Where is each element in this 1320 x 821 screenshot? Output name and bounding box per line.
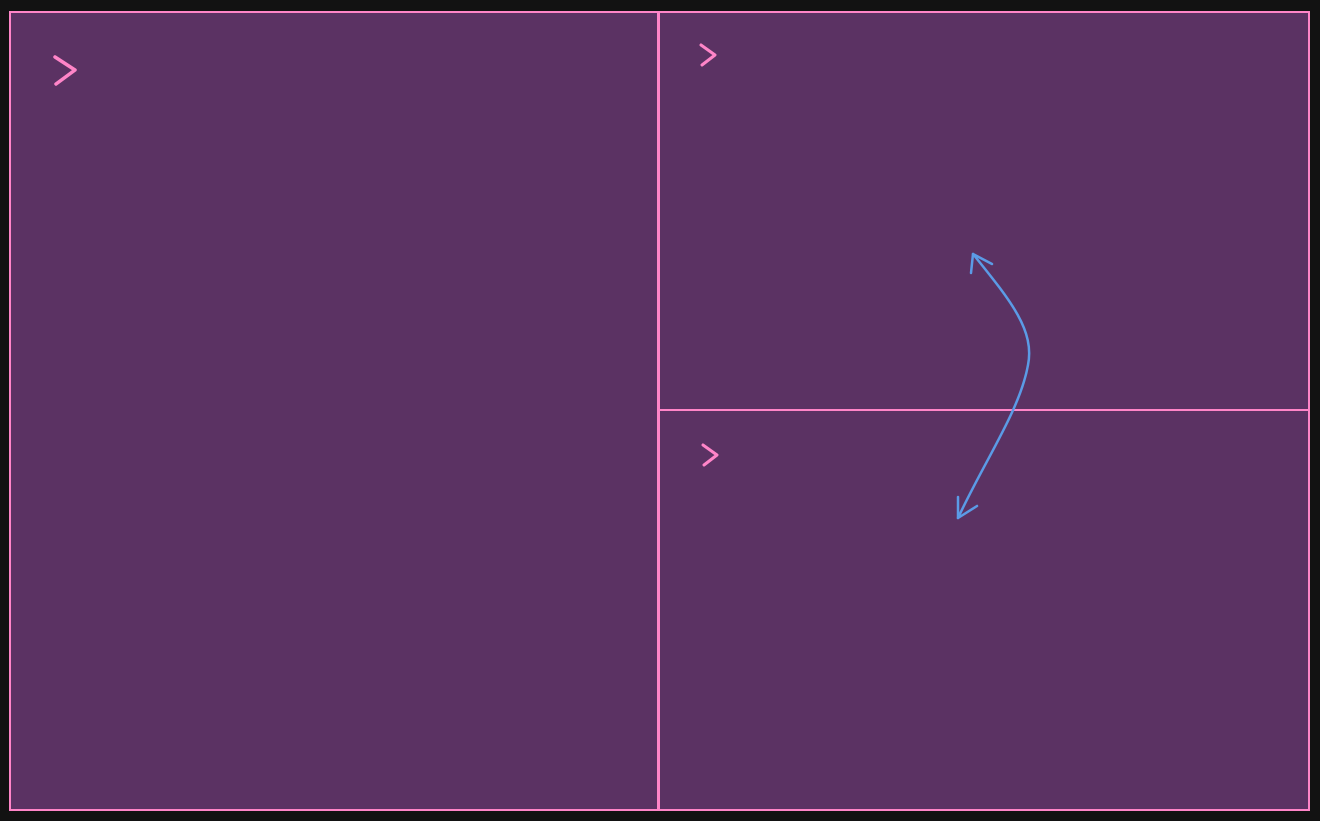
double-arrow-icon — [956, 252, 1031, 520]
arrow-curve — [956, 252, 1031, 520]
arrowhead-bottom — [956, 495, 979, 520]
chevron-right-icon — [53, 55, 77, 86]
pane-left[interactable] — [9, 11, 659, 811]
pane-bottom-right[interactable] — [658, 409, 1310, 811]
pane-top-right[interactable] — [658, 11, 1310, 411]
chevron-right-icon — [699, 43, 717, 67]
chevron-right-icon — [701, 443, 719, 467]
arrowhead-top — [969, 252, 994, 275]
